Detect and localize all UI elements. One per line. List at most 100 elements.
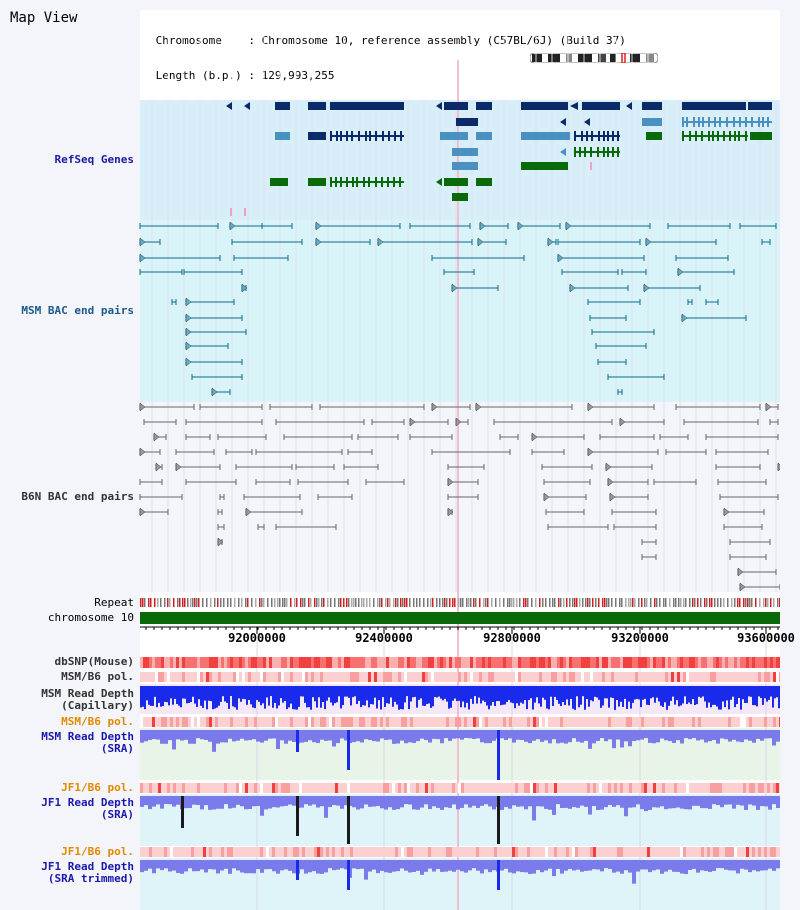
msm-b6-pol-cell [350, 672, 353, 682]
jf1-sra-depth-bar [676, 796, 680, 808]
msm-sra-depth-bar [564, 730, 568, 744]
dbsnp-cell [665, 657, 668, 668]
jf1-b6-pol-cell [278, 847, 281, 857]
msm-read-depth-sra-label[interactable]: MSM Read Depth [41, 730, 134, 743]
gene-exon [330, 177, 332, 187]
jf1-read-depth-sra-label[interactable]: JF1 Read Depth [41, 796, 134, 809]
jf1-trim-depth-bar [320, 860, 324, 874]
dbsnp-cell [314, 657, 317, 668]
capillary-depth-bar [188, 686, 190, 703]
jf1-sra-depth-bar [712, 796, 716, 805]
repeat-mark [196, 598, 198, 607]
msm-b6-pol-label-1[interactable]: MSM/B6 pol. [61, 670, 134, 683]
msm-sra-depth-bar [708, 730, 712, 742]
gene-exon [452, 162, 478, 170]
jf1-trim-depth-bar [496, 860, 500, 872]
jf1-sra-depth-bar [312, 796, 316, 805]
msm-b6-pol-cell [269, 672, 272, 682]
jf1-b6-pol-cell [401, 847, 404, 857]
capillary-depth-bar [140, 686, 142, 708]
msm-sra-depth-bar [736, 730, 740, 742]
repeat-mark [389, 598, 391, 607]
jf1-b6-pol-cell [182, 847, 185, 857]
repeat-mark [714, 598, 716, 607]
jf1-b6-pol-cell [275, 847, 278, 857]
capillary-depth-bar [166, 686, 168, 703]
refseq-genes-label[interactable]: RefSeq Genes [54, 153, 134, 166]
jf1-b6-pol-cell [602, 847, 605, 857]
msm-b6-pol-label-2[interactable]: MSM/B6 pol. [61, 715, 134, 728]
repeat-mark [169, 598, 171, 607]
msm-b6-pol-cell [707, 672, 710, 682]
b6n-bac-label[interactable]: B6N BAC end pairs [21, 490, 134, 503]
repeat-mark [214, 598, 216, 607]
jf1-sra-depth-bar [152, 796, 156, 807]
msm-b6-pol-cell [374, 717, 377, 727]
msm-b6-pol-cell [521, 717, 524, 727]
capillary-depth-bar [768, 686, 770, 700]
jf1-b6-pol-cell [608, 847, 611, 857]
jf1-sra-depth-bar [720, 796, 724, 808]
msm-read-depth-cap-label[interactable]: MSM Read Depth [41, 687, 134, 700]
msm-b6-pol-cell [323, 672, 326, 682]
jf1-b6-pol-cell [143, 847, 146, 857]
msm-sra-depth-bar [456, 730, 460, 739]
msm-b6-pol-cell [161, 717, 164, 727]
msm-b6-pol-cell [731, 717, 734, 727]
jf1-b6-pol-cell [476, 847, 479, 857]
dbsnp-cell [551, 657, 554, 668]
jf1-b6-pol-label-1[interactable]: JF1/B6 pol. [61, 781, 134, 794]
msm-b6-pol-cell [332, 717, 335, 727]
capillary-depth-bar [142, 686, 144, 707]
repeat-mark [190, 598, 192, 607]
msm-bac-label[interactable]: MSM BAC end pairs [21, 304, 134, 317]
msm-b6-pol-cell [713, 672, 716, 682]
jf1-b6-pol-label-2[interactable]: JF1/B6 pol. [61, 845, 134, 858]
jf1-sra-depth-bar [600, 796, 604, 810]
capillary-depth-bar [566, 686, 568, 700]
repeat-mark [711, 598, 713, 607]
jf1-trim-depth-bar [600, 860, 604, 872]
jf1-b6-pol-cell [449, 783, 452, 793]
dbsnp-cell [752, 657, 755, 668]
repeat-mark [310, 598, 312, 607]
chromosome-ideogram[interactable] [530, 53, 658, 63]
msm-b6-pol-cell [458, 717, 461, 727]
dbsnp-cell [725, 657, 728, 668]
jf1-read-depth-trim-label[interactable]: JF1 Read Depth [41, 860, 134, 873]
capillary-depth-bar [720, 686, 722, 710]
msm-b6-pol-cell [482, 717, 485, 727]
dbsnp-cell [545, 657, 548, 668]
msm-b6-pol-cell [236, 672, 239, 682]
jf1-b6-pol-cell [317, 783, 320, 793]
jf1-sra-depth-bar [452, 796, 456, 805]
jf1-sra-depth-bar [256, 796, 260, 807]
jf1-sra-depth-bar [756, 796, 760, 810]
msm-b6-pol-cell [182, 717, 185, 727]
dbsnp-cell [401, 657, 404, 668]
jf1-b6-pol-cell [521, 847, 524, 857]
msm-sra-depth-bar-spike [296, 730, 299, 752]
msm-b6-pol-cell [281, 672, 284, 682]
jf1-b6-pol-cell [338, 847, 341, 857]
jf1-b6-pol-cell [392, 847, 395, 857]
repeat-label[interactable]: Repeat [94, 596, 134, 609]
msm-sra-depth-bar [556, 730, 560, 744]
capillary-depth-bar [412, 686, 414, 698]
msm-b6-pol-cell [563, 672, 566, 682]
capillary-depth-bar [732, 686, 734, 697]
jf1-b6-pol-cell [266, 847, 269, 857]
gene-exon [393, 177, 395, 187]
jf1-b6-pol-cell [752, 847, 755, 857]
dbsnp-cell [611, 657, 614, 668]
repeat-mark [487, 598, 489, 607]
dbsnp-cell [521, 657, 524, 668]
jf1-b6-pol-cell [179, 783, 182, 793]
msm-bac-end-marker [185, 327, 192, 337]
chromosome-track-label[interactable]: chromosome 10 [47, 611, 134, 624]
jf1-trim-depth-bar [680, 860, 684, 874]
dbsnp-label[interactable]: dbSNP(Mouse) [54, 655, 134, 668]
msm-b6-pol-cell [479, 672, 482, 682]
jf1-b6-pol-cell [596, 847, 599, 857]
jf1-trim-depth-bar [468, 860, 472, 871]
